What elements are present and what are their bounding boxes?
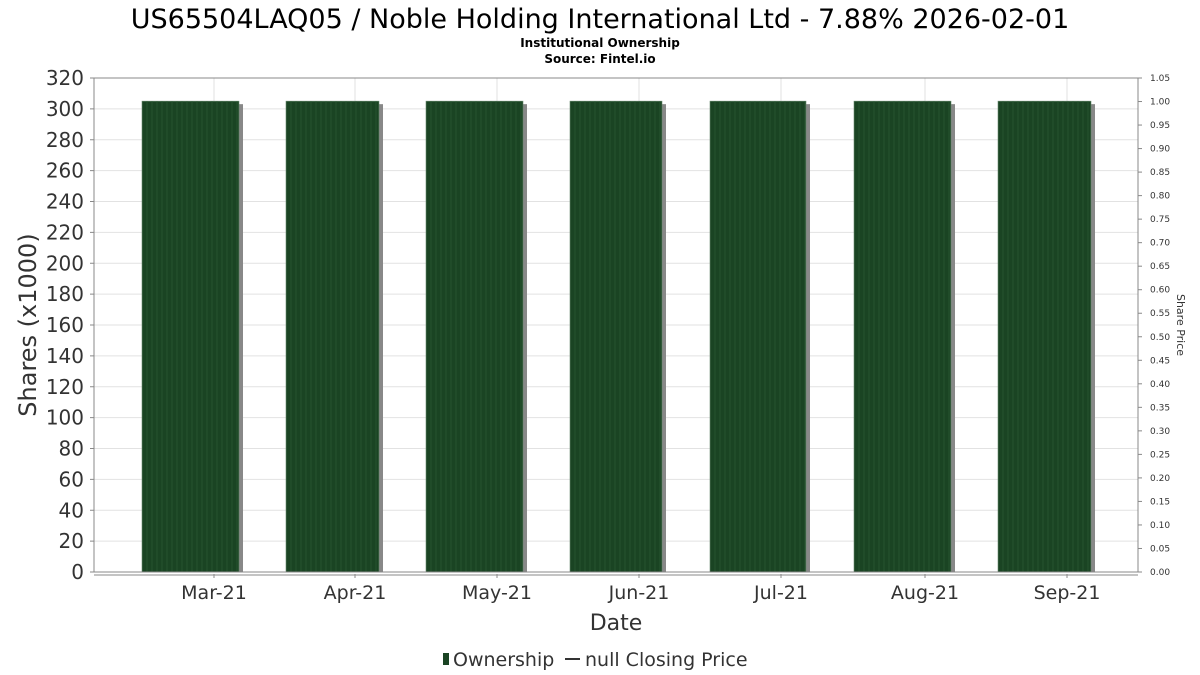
y2-tick-label: 1.00 (1150, 98, 1170, 108)
y2-tick-label: 0.20 (1150, 474, 1170, 484)
y2-tick-label: 0.70 (1150, 239, 1170, 249)
y-tick-label: 80 (59, 437, 84, 461)
y-axis-label: Shares (x1000) (14, 233, 42, 416)
y-tick-label: 220 (46, 220, 84, 244)
y-tick-label: 20 (59, 529, 84, 553)
chart-source: Source: Fintel.io (544, 52, 655, 66)
y-tick-label: 260 (46, 159, 84, 183)
y2-tick-label: 0.55 (1150, 309, 1170, 319)
y-tick-label: 140 (46, 344, 84, 368)
x-tick-label: Jul-21 (753, 582, 808, 604)
legend-price: null Closing Price (585, 649, 748, 671)
y2-tick-label: 0.05 (1150, 544, 1170, 554)
y-tick-label: 60 (59, 467, 84, 491)
y2-tick-label: 0.85 (1150, 168, 1170, 178)
y-tick-label: 160 (46, 313, 84, 337)
y-tick-label: 40 (59, 498, 84, 522)
x-tick-label: May-21 (462, 582, 532, 604)
y2-tick-label: 0.90 (1150, 145, 1170, 155)
legend-ownership-swatch (443, 653, 449, 665)
y2-tick-label: 0.65 (1150, 262, 1170, 272)
bar-ownership-May-21 (425, 100, 524, 573)
y2-tick-label: 1.05 (1150, 74, 1170, 84)
y-tick-label: 120 (46, 375, 84, 399)
bar-ownership-Jul-21 (709, 100, 807, 573)
y-tick-label: 280 (46, 128, 84, 152)
y2-axis-label: Share Price (1174, 294, 1187, 356)
x-tick-label: Jun-21 (608, 582, 670, 604)
y2-tick-label: 0.25 (1150, 450, 1170, 460)
chart-subtitle: Institutional Ownership (520, 36, 680, 50)
y-tick-label: 300 (46, 97, 84, 121)
legend-ownership: Ownership (453, 649, 554, 671)
y2-tick-label: 0.40 (1150, 380, 1170, 390)
y-tick-label: 200 (46, 251, 84, 275)
bar-ownership-Sep-21 (997, 100, 1092, 573)
x-tick-label: Aug-21 (891, 582, 959, 604)
bar-ownership-Mar-21 (141, 100, 240, 573)
x-tick-label: Sep-21 (1034, 582, 1101, 604)
y2-tick-label: 0.00 (1150, 568, 1170, 578)
y2-tick-label: 0.30 (1150, 427, 1170, 437)
y2-tick-label: 0.50 (1150, 333, 1170, 343)
x-tick-label: Mar-21 (181, 582, 247, 604)
y2-tick-label: 0.15 (1150, 497, 1170, 507)
y-tick-label: 320 (46, 66, 84, 90)
y2-tick-label: 0.75 (1150, 215, 1170, 225)
y2-tick-label: 0.95 (1150, 121, 1170, 131)
y-tick-label: 240 (46, 190, 84, 214)
y2-tick-label: 0.45 (1150, 356, 1170, 366)
y-tick-label: 0 (71, 560, 84, 584)
bar-ownership-Apr-21 (285, 100, 380, 573)
y2-tick-label: 0.60 (1150, 286, 1170, 296)
y2-tick-label: 0.80 (1150, 192, 1170, 202)
y2-tick-label: 0.10 (1150, 521, 1170, 531)
x-axis-label: Date (590, 611, 643, 636)
bar-ownership-Jun-21 (569, 100, 663, 573)
x-tick-label: Apr-21 (324, 582, 387, 604)
chart-title: US65504LAQ05 / Noble Holding Internation… (131, 4, 1070, 35)
y-tick-label: 180 (46, 282, 84, 306)
bar-ownership-Aug-21 (853, 100, 952, 573)
y-tick-label: 100 (46, 406, 84, 430)
y2-tick-label: 0.35 (1150, 403, 1170, 413)
